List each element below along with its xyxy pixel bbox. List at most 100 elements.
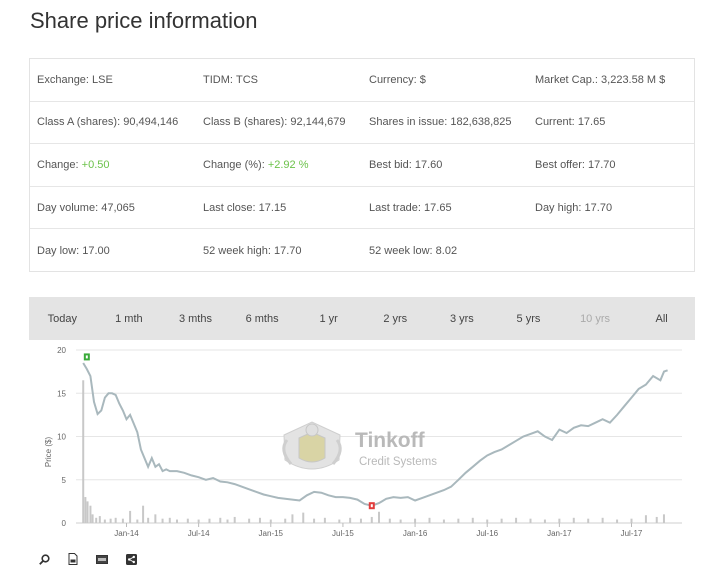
pdf-icon[interactable] xyxy=(67,553,79,565)
range-tab[interactable]: 3 yrs xyxy=(449,312,474,325)
volume-bar xyxy=(91,514,94,523)
info-cell: Best bid: 17.60 xyxy=(362,144,528,186)
volume-bar xyxy=(662,514,665,523)
range-tab[interactable]: 2 yrs xyxy=(383,312,408,325)
volume-bar xyxy=(529,518,532,523)
price-chart: Tinkoff Credit Systems 0 5 10 15 20 Jan-14 Jul… xyxy=(44,346,682,538)
volume-bar xyxy=(136,519,139,523)
volume-bar xyxy=(219,517,222,523)
volume-bar xyxy=(176,519,178,523)
volume-bar xyxy=(572,517,575,523)
chart-toolbar xyxy=(38,553,137,565)
info-cell: 52 week high: 17.70 xyxy=(196,229,362,272)
tinkoff-watermark: Tinkoff Credit Systems xyxy=(282,421,437,470)
page-title: Share price information xyxy=(30,8,258,33)
info-cell: 52 week low: 8.02 xyxy=(362,229,528,272)
info-row: Day volume: 47,065 Last close: 17.15 Last … xyxy=(30,187,694,230)
info-value: +0.50 xyxy=(81,158,110,171)
info-value: 47,065 xyxy=(101,201,135,214)
volume-bar xyxy=(142,505,145,523)
high-marker xyxy=(83,353,90,361)
info-label: Change (%): xyxy=(203,158,265,171)
volume-bar xyxy=(587,518,590,523)
range-tab[interactable]: 1 mth xyxy=(115,312,143,325)
info-cell: Day low: 17.00 xyxy=(30,229,196,272)
info-value: 17.70 xyxy=(273,244,302,257)
info-label: Market Cap.: xyxy=(535,73,598,86)
info-label: TIDM: xyxy=(203,73,233,86)
info-cell: Change (%): +2.92 % xyxy=(196,144,362,186)
volume-bar xyxy=(284,518,287,523)
volume-bar xyxy=(98,516,101,523)
volume-bar xyxy=(457,518,460,523)
x-tick-label: Jul-14 xyxy=(188,529,210,538)
search-icon[interactable] xyxy=(38,553,50,565)
range-tab[interactable]: 5 yrs xyxy=(516,312,541,325)
range-tab[interactable]: Today xyxy=(47,312,77,325)
info-cell: Change: +0.50 xyxy=(30,144,196,186)
y-tick-label: 15 xyxy=(57,389,66,398)
info-value: TCS xyxy=(236,73,259,86)
info-label: Last close: xyxy=(203,201,256,214)
volume-bar xyxy=(269,519,272,523)
volume-bar xyxy=(644,515,647,523)
volume-bar xyxy=(359,518,362,523)
volume-bar xyxy=(161,518,164,523)
range-tab[interactable]: 6 mths xyxy=(245,312,279,325)
volume-bar xyxy=(486,519,489,523)
info-value: 182,638,825 xyxy=(450,116,512,129)
range-tab[interactable]: All xyxy=(655,312,668,325)
info-cell: Last trade: 17.65 xyxy=(362,187,528,229)
info-label: Best offer: xyxy=(535,158,585,171)
info-label: Day volume: xyxy=(37,201,99,214)
volume-bar xyxy=(370,516,373,523)
range-tab[interactable]: 3 mths xyxy=(178,312,212,325)
volume-bar xyxy=(338,519,341,523)
volume-bar xyxy=(109,518,112,523)
info-label: Day low: xyxy=(37,244,80,257)
watermark-line1: Tinkoff xyxy=(355,429,426,452)
volume-bar xyxy=(82,380,85,523)
x-tick-label: Jan-15 xyxy=(259,529,284,538)
info-value: 17.15 xyxy=(258,201,287,214)
volume-bar xyxy=(558,518,561,523)
info-cell: TIDM: TCS xyxy=(196,59,362,101)
info-value: 90,494,146 xyxy=(123,116,179,129)
info-value: 8.02 xyxy=(435,244,458,257)
info-label: 52 week high: xyxy=(203,244,271,257)
info-label: Current: xyxy=(535,116,575,129)
info-cell: Currency: $ xyxy=(362,59,528,101)
volume-bar xyxy=(258,517,261,523)
volume-bar xyxy=(197,519,200,523)
volume-bar xyxy=(655,516,658,523)
volume-bar xyxy=(500,518,503,523)
volume-bar xyxy=(378,511,380,523)
share-icon[interactable] xyxy=(125,553,137,565)
info-cell xyxy=(528,229,694,272)
volume-bar xyxy=(168,517,171,523)
volume-bar xyxy=(208,518,211,523)
low-marker xyxy=(368,502,375,510)
range-tab[interactable]: 1 yr xyxy=(319,312,338,325)
png-icon[interactable] xyxy=(96,553,108,565)
volume-bar xyxy=(630,518,633,523)
info-value: 17.65 xyxy=(424,201,452,214)
volume-bar xyxy=(302,512,305,523)
info-cell: Day volume: 47,065 xyxy=(30,187,196,229)
y-tick-label: 10 xyxy=(57,433,66,442)
info-label: Currency: xyxy=(369,73,417,86)
x-tick-label: Jul-16 xyxy=(476,529,498,538)
info-cell: Shares in issue: 182,638,825 xyxy=(362,102,528,144)
volume-bar xyxy=(129,510,132,523)
volume-bar xyxy=(471,517,474,523)
x-tick-label: Jan-14 xyxy=(114,529,139,538)
info-cell: Class A (shares): 90,494,146 xyxy=(30,102,196,144)
volume-bar xyxy=(233,516,236,523)
range-tab: 10 yrs xyxy=(580,312,611,325)
volume-bar xyxy=(616,519,619,523)
volume-bar xyxy=(414,518,417,523)
info-cell: Class B (shares): 92,144,679 xyxy=(196,102,362,144)
volume-bar xyxy=(291,514,294,523)
info-row: Change: +0.50 Change (%): +2.92 % Best bid… xyxy=(30,144,694,187)
y-tick-label: 5 xyxy=(62,476,67,485)
